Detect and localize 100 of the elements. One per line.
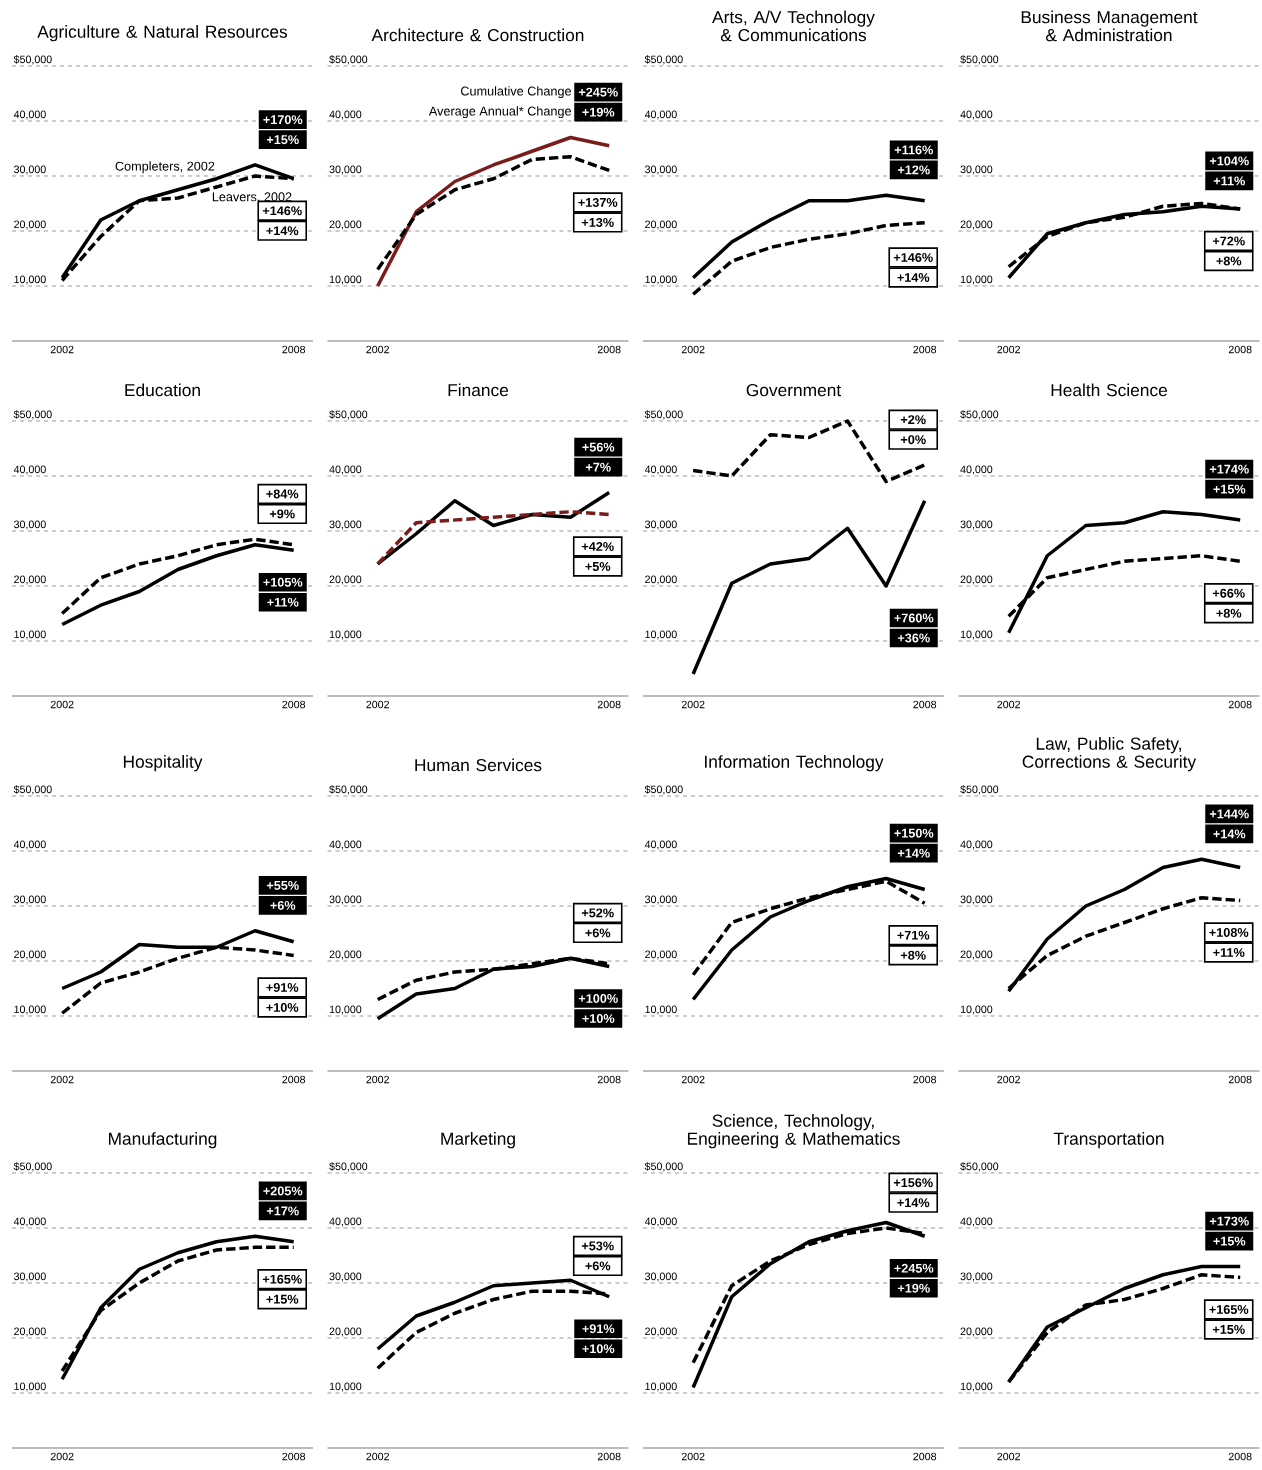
- x-tick-label: 2008: [597, 1075, 621, 1084]
- y-tick-label: 20,000: [329, 1327, 362, 1337]
- y-tick-label: 20,000: [329, 575, 362, 585]
- y-tick-label: 20,000: [329, 220, 362, 230]
- annotation: +8%: [900, 950, 926, 960]
- annotation: +144%: [1209, 809, 1249, 819]
- annotation: +146%: [893, 253, 933, 262]
- annotation: +52%: [581, 908, 614, 918]
- annotation: +108%: [1209, 928, 1249, 937]
- annotation: +205%: [263, 1186, 303, 1196]
- annotation: +137%: [578, 198, 618, 207]
- y-tick-label: $50,000: [13, 55, 52, 65]
- chart-title: Business Management & Administration: [1021, 10, 1198, 42]
- annotation: +105%: [263, 577, 303, 587]
- x-tick-label: 2008: [1228, 1452, 1252, 1461]
- annotation: +170%: [263, 115, 303, 125]
- x-tick-label: 2008: [597, 700, 621, 709]
- x-tick-label: 2008: [597, 345, 621, 354]
- y-tick-label: 20,000: [960, 1327, 993, 1337]
- chart-title: Law, Public Safety, Corrections & Security: [1022, 737, 1197, 772]
- x-tick-label: 2002: [366, 700, 389, 709]
- y-tick-label: $50,000: [644, 785, 683, 795]
- annotation: +10%: [266, 1003, 299, 1012]
- annotation: +13%: [581, 218, 614, 227]
- chart-title: Health Science: [1051, 383, 1167, 397]
- x-tick-label: 2008: [1228, 700, 1252, 709]
- y-tick-label: $50,000: [329, 410, 368, 420]
- chart-title: Agriculture & Natural Resources: [37, 25, 288, 42]
- x-tick-label: 2002: [997, 1452, 1020, 1461]
- x-tick-label: 2002: [681, 1452, 705, 1461]
- annotation: +6%: [585, 928, 611, 938]
- chart-title: Government: [746, 384, 842, 397]
- y-tick-label: $50,000: [960, 410, 999, 420]
- y-tick-label: 30,000: [329, 1272, 362, 1282]
- annotation: +84%: [266, 489, 299, 499]
- x-tick-label: 2002: [681, 700, 705, 709]
- annotation: +104%: [1209, 156, 1249, 166]
- y-tick-label: $50,000: [13, 785, 52, 795]
- annotation: +116%: [894, 145, 933, 155]
- y-tick-label: $50,000: [329, 55, 368, 65]
- x-tick-label: 2008: [282, 1452, 306, 1461]
- annotation: +9%: [269, 509, 295, 519]
- y-tick-label: 30,000: [960, 895, 993, 905]
- chart-title: Architecture & Construction: [371, 28, 584, 42]
- y-tick-label: 10,000: [645, 630, 677, 640]
- x-tick-label: 2008: [913, 1075, 937, 1084]
- y-tick-label: 30,000: [329, 520, 362, 530]
- y-tick-label: 20,000: [14, 220, 46, 230]
- y-tick-label: 20,000: [14, 575, 46, 585]
- chart-title: Information Technology: [705, 755, 884, 772]
- y-tick-label: 20,000: [329, 950, 362, 960]
- series-label: Completers, 2002: [115, 161, 215, 174]
- y-tick-label: 30,000: [645, 165, 677, 175]
- x-tick-label: 2002: [681, 1075, 705, 1084]
- annotation: +8%: [1216, 256, 1242, 266]
- annotation: +7%: [585, 462, 611, 472]
- annotation: +5%: [585, 562, 611, 571]
- annotation: +55%: [266, 880, 299, 890]
- chart-title: Transportation: [1053, 1132, 1164, 1149]
- x-tick-label: 2008: [282, 1075, 306, 1084]
- x-tick-label: 2002: [681, 345, 705, 354]
- y-tick-label: 10,000: [960, 1382, 993, 1392]
- x-tick-label: 2002: [997, 1075, 1020, 1084]
- y-tick-label: 20,000: [645, 575, 677, 585]
- y-tick-label: $50,000: [644, 55, 683, 65]
- annotation: +15%: [266, 1294, 299, 1304]
- x-tick-label: 2008: [282, 345, 306, 354]
- annotation: +15%: [1213, 1236, 1246, 1246]
- annotation: +91%: [266, 983, 299, 992]
- y-tick-label: 30,000: [645, 520, 677, 530]
- annotation: +11%: [267, 597, 299, 607]
- annotation: +11%: [1213, 176, 1245, 186]
- annotation: +17%: [266, 1206, 299, 1216]
- annotation: +146%: [262, 206, 302, 216]
- y-tick-label: 20,000: [960, 950, 993, 960]
- y-tick-label: 10,000: [645, 275, 677, 285]
- y-tick-label: 40,000: [13, 465, 46, 475]
- annotation: +2%: [900, 415, 926, 425]
- y-tick-label: 40,000: [960, 110, 993, 120]
- x-tick-label: 2002: [50, 1452, 74, 1461]
- annotation: +15%: [266, 135, 299, 145]
- annotation: +165%: [262, 1274, 302, 1284]
- y-tick-label: 30,000: [14, 1272, 46, 1282]
- y-tick-label: 30,000: [14, 165, 46, 175]
- x-tick-label: 2008: [597, 1452, 621, 1461]
- annotation: +156%: [893, 1178, 933, 1188]
- annotation: +165%: [1209, 1305, 1249, 1314]
- annotation: +19%: [897, 1283, 930, 1293]
- annotation: +14%: [897, 1198, 930, 1208]
- y-tick-label: 20,000: [960, 575, 993, 585]
- x-tick-label: 2002: [50, 700, 74, 709]
- y-tick-label: 10,000: [329, 1005, 362, 1015]
- y-tick-label: $50,000: [960, 1162, 999, 1172]
- y-tick-label: 40,000: [960, 1217, 993, 1227]
- series-label: Leavers, 2002: [212, 192, 292, 203]
- annotation: +14%: [266, 226, 299, 236]
- y-tick-label: 10,000: [329, 1382, 362, 1392]
- chart-title: Science, Technology, Engineering & Mathematics: [687, 1114, 900, 1149]
- annotation: +6%: [585, 1261, 611, 1271]
- y-tick-label: 20,000: [645, 220, 677, 230]
